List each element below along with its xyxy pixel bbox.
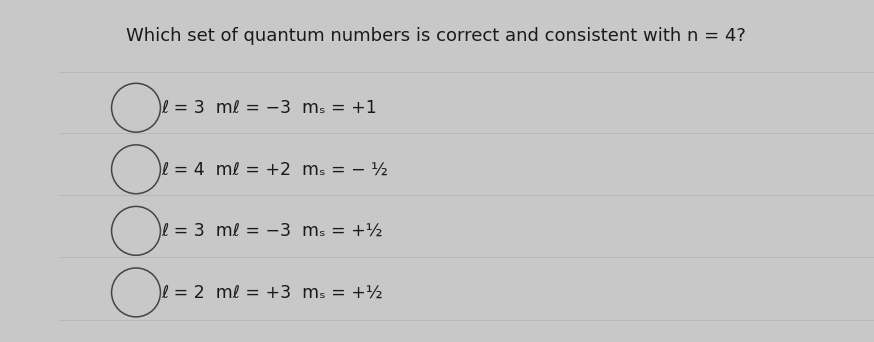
Text: Which set of quantum numbers is correct and consistent with n = 4?: Which set of quantum numbers is correct … <box>126 27 746 45</box>
Text: ℓ = 4  mℓ = +2  mₛ = − ½: ℓ = 4 mℓ = +2 mₛ = − ½ <box>161 160 388 178</box>
Text: ℓ = 3  mℓ = −3  mₛ = +½: ℓ = 3 mℓ = −3 mₛ = +½ <box>161 222 383 240</box>
Text: ℓ = 3  mℓ = −3  mₛ = +1: ℓ = 3 mℓ = −3 mₛ = +1 <box>161 99 377 117</box>
Text: ℓ = 2  mℓ = +3  mₛ = +½: ℓ = 2 mℓ = +3 mₛ = +½ <box>161 284 383 301</box>
